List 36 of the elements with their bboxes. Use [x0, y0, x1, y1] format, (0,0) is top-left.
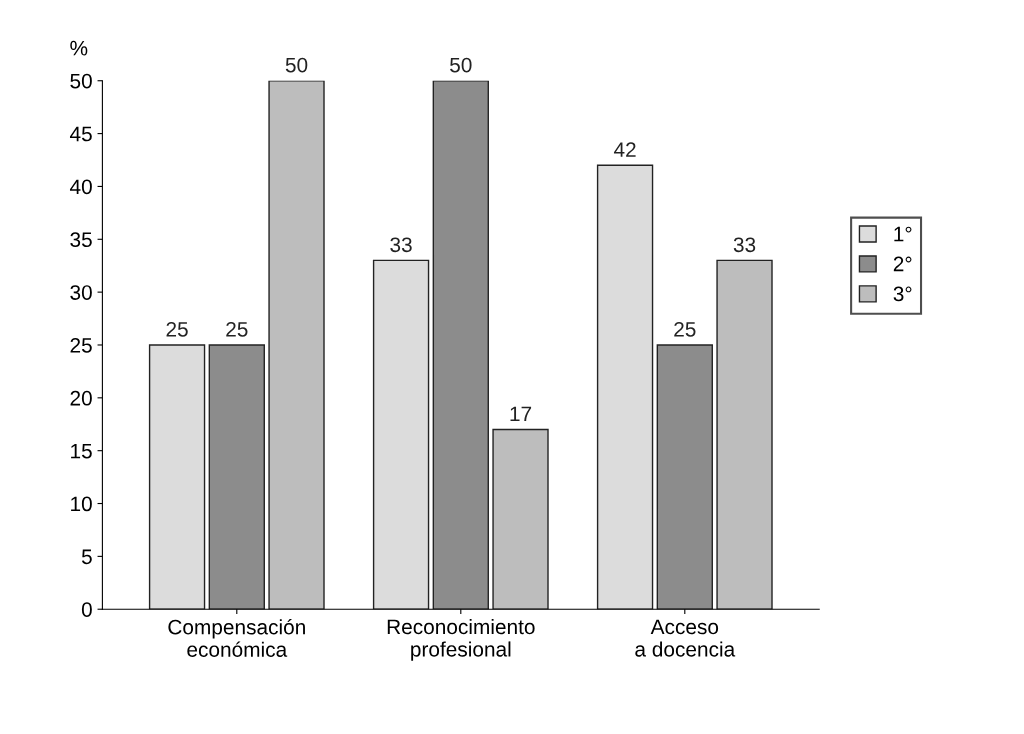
data-label: 17: [510, 406, 532, 422]
data-label: 33: [733, 237, 756, 253]
data-label: 25: [674, 321, 696, 337]
x-tick-label: Compensación económica: [168, 618, 305, 657]
bar: [656, 344, 713, 610]
y-tick-label: 15: [71, 443, 92, 459]
y-tick-label: 35: [70, 232, 92, 248]
data-label: 42: [613, 142, 636, 157]
y-tick-label: 0: [81, 602, 92, 617]
legend-label: 3°: [893, 286, 912, 302]
bar: [208, 344, 265, 610]
bar: [492, 428, 549, 610]
data-label: 25: [226, 321, 248, 337]
y-tick-label: 30: [70, 285, 92, 300]
y-tick-label: 10: [71, 496, 92, 512]
legend-label: 2°: [893, 256, 912, 272]
data-label: 33: [390, 237, 412, 253]
data-label: 25: [166, 321, 188, 337]
x-tick-label: Acceso a docencia: [635, 619, 736, 657]
x-tick-label: Reconocimiento profesional: [387, 618, 535, 661]
data-label: 50: [285, 57, 308, 73]
y-tick-label: 40: [69, 179, 92, 195]
y-tick-label: 45: [69, 126, 92, 142]
y-tick-label: 25: [70, 337, 92, 353]
bar: [148, 344, 206, 610]
bar: [268, 80, 325, 610]
y-tick-label: 5: [81, 549, 92, 565]
y-tick-label: 50: [70, 73, 92, 89]
bar: [432, 80, 489, 610]
y-tick-label: 20: [70, 390, 92, 406]
legend-label: 1°: [894, 226, 912, 242]
bar: [372, 259, 430, 610]
bar: [716, 259, 773, 610]
bar: [596, 164, 654, 610]
y-axis-title: %: [70, 40, 88, 56]
data-label: 50: [450, 57, 472, 73]
